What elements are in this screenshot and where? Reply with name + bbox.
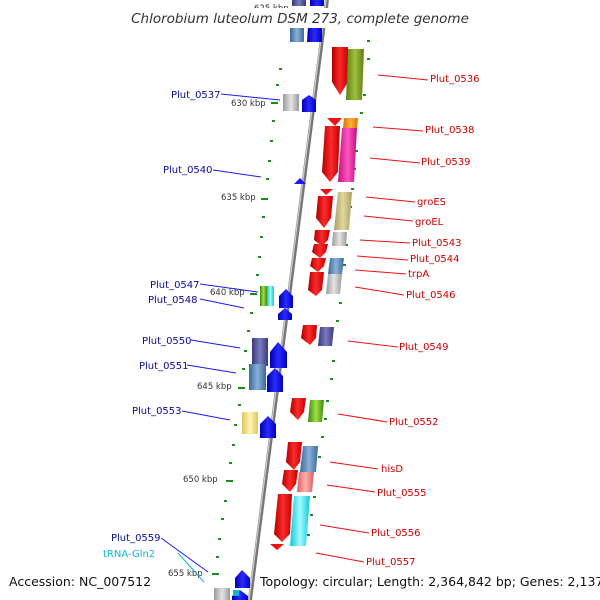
gc-skew-track bbox=[216, 40, 370, 558]
tick-label-640: 640 kbp bbox=[210, 288, 245, 298]
gene-groel[interactable] bbox=[316, 196, 333, 228]
leader-line-trna bbox=[177, 552, 205, 583]
gene-plut-0553[interactable] bbox=[260, 416, 276, 438]
gene-plut-0550-cog[interactable] bbox=[252, 338, 268, 366]
genome-summary-text: Topology: circular; Length: 2,364,842 bp… bbox=[259, 574, 600, 589]
gene-plut-0547[interactable] bbox=[279, 289, 293, 308]
gene-plut-0536[interactable] bbox=[332, 47, 348, 95]
label-plut-0550[interactable]: Plut_0550 bbox=[142, 336, 192, 347]
label-plut-0547[interactable]: Plut_0547 bbox=[150, 280, 200, 291]
gene-plut-0555[interactable] bbox=[297, 472, 314, 492]
label-plut-0538[interactable]: Plut_0538 bbox=[425, 125, 475, 136]
gene-plut-0555a[interactable] bbox=[282, 470, 298, 492]
gene-plut-0539a[interactable] bbox=[322, 126, 340, 182]
gene-plut-0553-cog[interactable] bbox=[242, 412, 258, 434]
tick-label-645: 645 kbp bbox=[197, 382, 232, 392]
reverse-labels: Plut_0537 Plut_0540 Plut_0547 Plut_0548 … bbox=[103, 90, 221, 560]
gene-top-blue[interactable] bbox=[310, 0, 324, 6]
forward-strand-genes bbox=[270, 47, 364, 550]
label-plut-0556[interactable]: Plut_0556 bbox=[371, 528, 421, 539]
gene-top-steel[interactable] bbox=[290, 26, 304, 42]
label-plut-0539[interactable]: Plut_0539 bbox=[421, 157, 471, 168]
gene-plut-0537[interactable] bbox=[302, 95, 316, 112]
forward-labels: Plut_0536 Plut_0538 Plut_0539 groES groE… bbox=[366, 74, 480, 568]
gene-plut-0552a[interactable] bbox=[290, 398, 306, 420]
label-plut-0552[interactable]: Plut_0552 bbox=[389, 417, 439, 428]
gene-plut-0536-cog[interactable] bbox=[346, 49, 364, 100]
label-plut-0551[interactable]: Plut_0551 bbox=[139, 361, 189, 372]
gene-plut-0539[interactable] bbox=[338, 128, 357, 182]
gene-groel-cog[interactable] bbox=[334, 192, 352, 230]
gene-small-top[interactable] bbox=[327, 118, 342, 126]
gene-plut-0543[interactable] bbox=[332, 232, 347, 246]
label-plut-0553[interactable]: Plut_0553 bbox=[132, 406, 182, 417]
gene-top-gray[interactable] bbox=[292, 0, 306, 6]
gene-plut-0546[interactable] bbox=[326, 274, 342, 294]
label-plut-0544[interactable]: Plut_0544 bbox=[410, 254, 460, 265]
accession-text: Accession: NC_007512 bbox=[9, 574, 151, 589]
gene-hisd[interactable] bbox=[300, 446, 318, 472]
gene-plut-0546a[interactable] bbox=[308, 272, 324, 296]
gene-plut-0557[interactable] bbox=[270, 544, 284, 550]
label-plut-0548[interactable]: Plut_0548 bbox=[148, 295, 198, 306]
gene-plut-0551-cog[interactable] bbox=[249, 364, 266, 390]
gene-hisd-a[interactable] bbox=[286, 442, 302, 470]
gene-plut-0549a[interactable] bbox=[301, 325, 317, 345]
label-plut-0557[interactable]: Plut_0557 bbox=[366, 557, 416, 568]
gene-plut-0537-cog[interactable] bbox=[283, 94, 299, 111]
gene-plut-0543a[interactable] bbox=[314, 230, 330, 246]
gene-plut-0540[interactable] bbox=[294, 178, 306, 184]
gene-plut-0550[interactable] bbox=[270, 342, 287, 368]
label-trna-gln2[interactable]: tRNA-Gln2 bbox=[103, 549, 155, 560]
map-title: Chlorobium luteolum DSM 273, complete ge… bbox=[131, 11, 469, 27]
gene-plut-0552[interactable] bbox=[308, 400, 324, 422]
gene-plut-0556[interactable] bbox=[290, 496, 310, 546]
label-plut-0559[interactable]: Plut_0559 bbox=[111, 533, 161, 544]
gene-top-blue2[interactable] bbox=[307, 26, 322, 42]
gene-plut-0544[interactable] bbox=[312, 244, 328, 258]
label-plut-0537[interactable]: Plut_0537 bbox=[171, 90, 221, 101]
gene-plut-0548[interactable] bbox=[278, 308, 292, 320]
summary-backdrop bbox=[256, 572, 596, 592]
gene-trna-gln2[interactable] bbox=[233, 590, 239, 596]
gene-plut-0538[interactable] bbox=[343, 118, 358, 128]
label-hisd[interactable]: hisD bbox=[381, 464, 403, 475]
gene-bottom-gray[interactable] bbox=[214, 588, 230, 600]
gene-plut-0549[interactable] bbox=[318, 327, 334, 346]
label-plut-0536[interactable]: Plut_0536 bbox=[430, 74, 480, 85]
label-plut-0540[interactable]: Plut_0540 bbox=[163, 165, 213, 176]
gene-plut-0559[interactable] bbox=[235, 570, 250, 588]
gene-plut-0556a[interactable] bbox=[274, 494, 292, 542]
label-plut-0555[interactable]: Plut_0555 bbox=[377, 488, 427, 499]
gene-trpa-cog[interactable] bbox=[328, 258, 344, 274]
tick-label-655: 655 kbp bbox=[168, 569, 203, 579]
reverse-strand-genes bbox=[214, 0, 324, 600]
label-plut-0546[interactable]: Plut_0546 bbox=[406, 290, 456, 301]
label-plut-0549[interactable]: Plut_0549 bbox=[399, 342, 449, 353]
leader-lines-reverse bbox=[160, 93, 281, 573]
gene-plut-0547-cyan[interactable] bbox=[267, 286, 274, 306]
leader-lines-forward bbox=[315, 74, 429, 563]
label-plut-0543[interactable]: Plut_0543 bbox=[412, 238, 462, 249]
title-backdrop bbox=[125, 8, 477, 28]
gene-plut-0547-olive[interactable] bbox=[260, 286, 267, 306]
gene-trpa[interactable] bbox=[310, 258, 326, 272]
gene-plut-0551[interactable] bbox=[267, 368, 283, 392]
label-groel[interactable]: groEL bbox=[415, 217, 444, 228]
label-groes[interactable]: groES bbox=[417, 197, 446, 208]
tick-label-650: 650 kbp bbox=[183, 475, 218, 485]
accession-backdrop bbox=[6, 572, 146, 592]
label-trpa[interactable]: trpA bbox=[408, 269, 429, 280]
gene-groes[interactable] bbox=[320, 189, 333, 195]
gene-bottom-blue[interactable] bbox=[232, 590, 248, 600]
tick-label-635: 635 kbp bbox=[221, 193, 256, 203]
tick-label-630: 630 kbp bbox=[231, 99, 266, 109]
